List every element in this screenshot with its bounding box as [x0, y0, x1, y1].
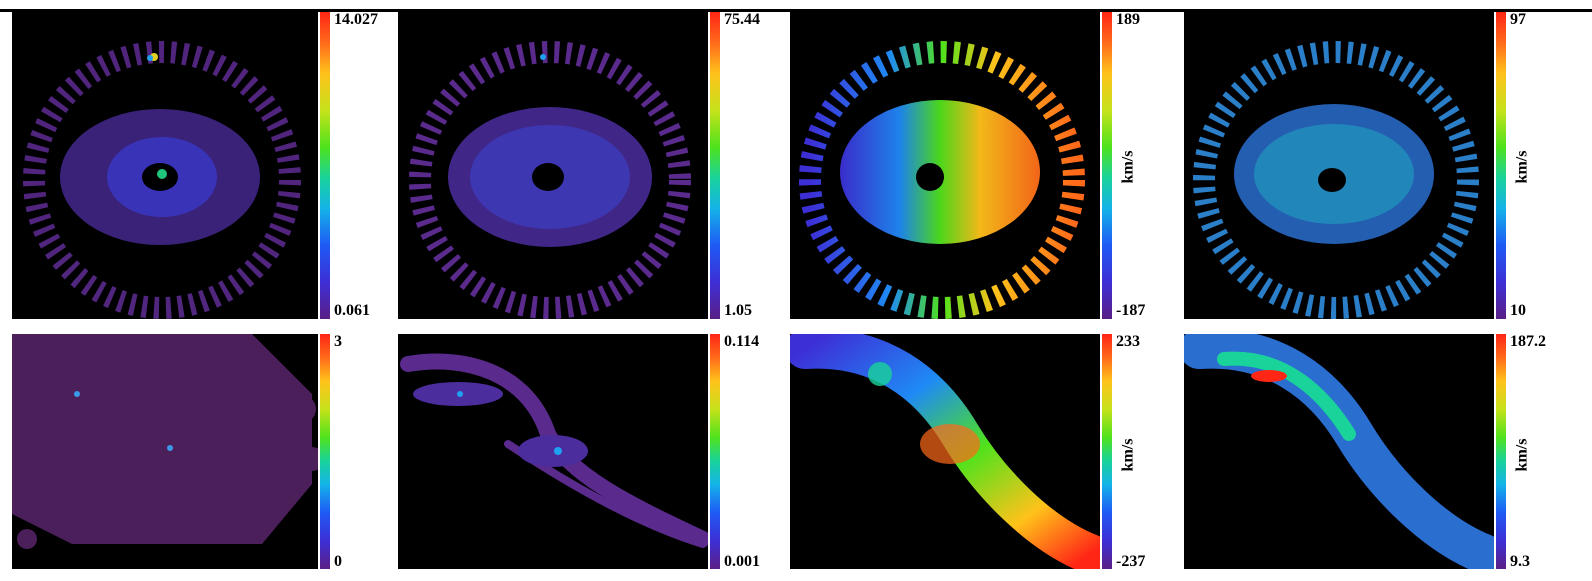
density-map	[400, 353, 708, 548]
colorbar-min-r1c4: 10	[1510, 302, 1526, 319]
colorbar-min-r2c1: 0	[334, 553, 342, 570]
colorbar-r2c4	[1496, 334, 1506, 569]
map-panel-r1c3	[790, 12, 1100, 319]
map-panel-r1c2	[398, 12, 708, 319]
colorbar-min-r2c4: 9.3	[1510, 553, 1530, 570]
colorbar-unit-r1c3: km/s	[1119, 150, 1137, 184]
colorbar-r1c2	[710, 12, 720, 319]
map-panel-r1c1	[12, 12, 318, 319]
colorbar-unit-r2c4: km/s	[1513, 438, 1531, 472]
colorbar-unit-r1c4: km/s	[1513, 150, 1531, 184]
colorbar-r1c4	[1496, 12, 1506, 319]
colorbar-min-r1c2: 1.05	[724, 302, 752, 319]
colorbar-max-r2c4: 187.2	[1510, 333, 1546, 350]
velocity-map	[799, 41, 1085, 319]
colorbar-max-r2c3: 233	[1116, 333, 1140, 350]
colorbar-r1c3	[1102, 12, 1112, 319]
map-panel-r2c1	[12, 334, 318, 569]
galaxy-map	[409, 41, 691, 319]
colorbar-r2c3	[1102, 334, 1112, 569]
galaxy-map	[23, 41, 301, 319]
map-panel-r2c2	[398, 334, 708, 569]
colorbar-unit-r2c3: km/s	[1119, 438, 1137, 472]
colorbar-max-r2c2: 0.114	[724, 333, 760, 350]
colorbar-max-r1c2: 75.44	[724, 11, 760, 28]
colorbar-min-r2c2: 0.001	[724, 553, 760, 570]
map-panel-r1c4	[1184, 12, 1494, 319]
colorbar-max-r1c4: 97	[1510, 11, 1526, 28]
colorbar-max-r2c1: 3	[334, 333, 342, 350]
colorbar-r1c1	[320, 12, 330, 319]
colorbar-r2c1	[320, 334, 330, 569]
colorbar-min-r2c3: -237	[1116, 553, 1146, 570]
map-panel-r2c3	[790, 334, 1100, 569]
map-panel-r2c4	[1184, 334, 1494, 569]
colorbar-min-r1c3: -187	[1116, 302, 1146, 319]
particle-map	[12, 334, 318, 549]
dispersion-map	[1184, 334, 1494, 569]
colorbar-max-r1c3: 189	[1116, 11, 1140, 28]
dispersion-map	[1193, 41, 1479, 319]
colorbar-r2c2	[710, 334, 720, 569]
top-border	[0, 9, 1592, 12]
velocity-map	[790, 334, 1100, 569]
colorbar-min-r1c1: 0.061	[334, 302, 370, 319]
colorbar-max-r1c1: 14.027	[334, 11, 378, 28]
